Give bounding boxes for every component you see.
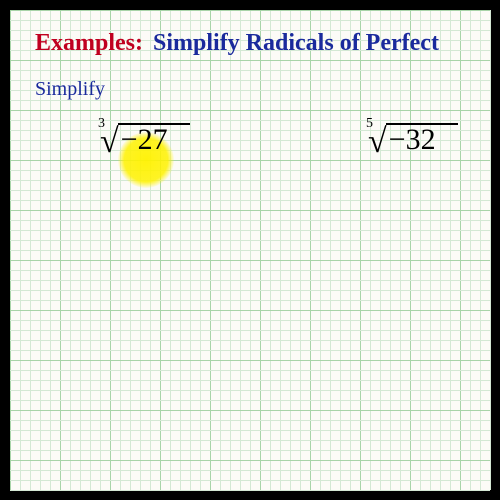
instruction-text: Simplify: [35, 78, 105, 101]
radical-sign: √: [100, 120, 119, 158]
graph-paper: Examples: Simplify Radicals of Perfect S…: [10, 10, 490, 490]
title-examples: Examples:: [35, 30, 143, 56]
title-subtitle: Simplify Radicals of Perfect: [153, 30, 439, 56]
radicand: −32: [387, 123, 436, 156]
title-row: Examples: Simplify Radicals of Perfect: [35, 30, 439, 57]
radical-sign: √: [368, 120, 387, 158]
radical-expression-1: 3√−27: [100, 120, 168, 158]
radical-expression-2: 5√−32: [368, 120, 436, 158]
radicand: −27: [119, 123, 168, 156]
